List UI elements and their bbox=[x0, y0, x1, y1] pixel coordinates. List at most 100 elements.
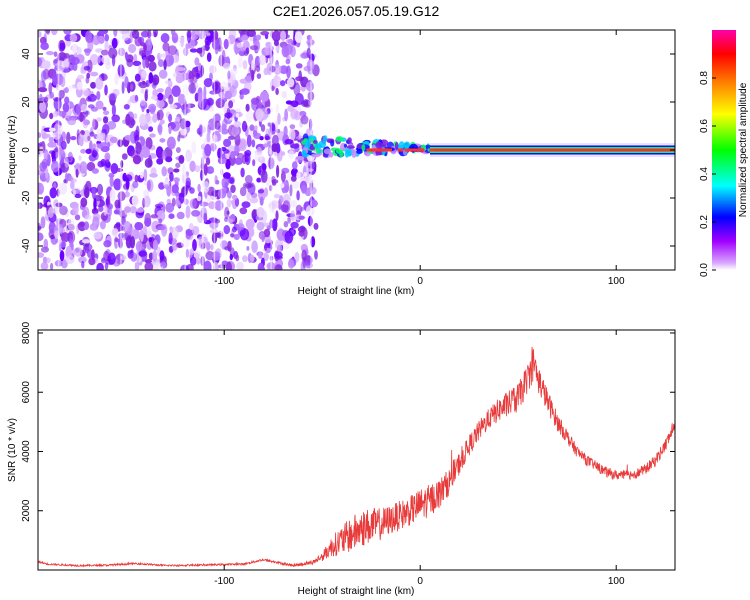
heatmap-cell bbox=[130, 252, 138, 262]
heatmap-cell bbox=[290, 108, 299, 120]
snr-x-ticks: -100 0 100 bbox=[214, 330, 625, 587]
heatmap-cell bbox=[134, 222, 144, 231]
heatmap-cell bbox=[136, 207, 144, 213]
heatmap-cell bbox=[291, 180, 300, 189]
heatmap-cell bbox=[152, 113, 158, 123]
heatmap-cell bbox=[43, 238, 49, 250]
heatmap-x-tick-label: 100 bbox=[608, 276, 625, 287]
heatmap-cell bbox=[265, 41, 272, 48]
heatmap-cell bbox=[167, 45, 177, 56]
heatmap-y-tick-label: -40 bbox=[21, 238, 32, 253]
heatmap-cell bbox=[240, 88, 250, 95]
heatmap-cell bbox=[234, 157, 244, 165]
heatmap-cell bbox=[277, 244, 283, 254]
heatmap-cell bbox=[139, 113, 147, 127]
heatmap-cell bbox=[99, 142, 108, 147]
heatmap-cell bbox=[189, 74, 198, 84]
heatmap-cell bbox=[279, 65, 289, 75]
heatmap-cell bbox=[121, 153, 128, 160]
heatmap-cell bbox=[57, 110, 67, 117]
heatmap-cell bbox=[280, 170, 286, 183]
heatmap-cell bbox=[108, 47, 118, 59]
heatmap-cell bbox=[227, 190, 232, 199]
heatmap-cell bbox=[143, 195, 151, 208]
heatmap-cell bbox=[38, 232, 44, 242]
heatmap-cell bbox=[251, 59, 255, 72]
heatmap-cell bbox=[189, 48, 198, 53]
heatmap-cell bbox=[166, 136, 176, 150]
heatmap-cell bbox=[284, 230, 294, 244]
heatmap-cell bbox=[272, 75, 282, 88]
heatmap-cell bbox=[157, 59, 164, 68]
heatmap-cell bbox=[242, 182, 252, 189]
heatmap-cell bbox=[292, 161, 298, 170]
heatmap-signal-trace bbox=[299, 133, 675, 159]
heatmap-cell bbox=[160, 261, 167, 269]
heatmap-cell bbox=[124, 51, 128, 60]
heatmap-cell bbox=[260, 124, 266, 132]
heatmap-cell bbox=[259, 232, 265, 240]
heatmap-cell bbox=[114, 72, 119, 85]
heatmap-cell bbox=[272, 181, 277, 186]
heatmap-cell bbox=[289, 184, 293, 197]
heatmap-cell bbox=[51, 160, 60, 173]
heatmap-cell bbox=[236, 261, 244, 270]
heatmap-cell bbox=[76, 46, 82, 55]
heatmap-cell bbox=[171, 121, 180, 132]
heatmap-cell bbox=[237, 56, 243, 69]
heatmap-cell bbox=[78, 222, 86, 227]
heatmap-cell bbox=[252, 129, 258, 137]
colorbar-tick-label: 0.2 bbox=[699, 215, 710, 229]
heatmap-cell bbox=[151, 74, 160, 86]
heatmap-cell bbox=[280, 30, 287, 41]
heatmap-cell bbox=[188, 82, 197, 94]
heatmap-cell bbox=[83, 221, 90, 231]
heatmap-cell bbox=[234, 145, 240, 156]
heatmap-cell bbox=[153, 262, 162, 268]
snr-y-tick-label: 6000 bbox=[21, 381, 32, 404]
heatmap-cell bbox=[281, 167, 290, 174]
heatmap-cell bbox=[138, 250, 147, 257]
heatmap-cell bbox=[130, 83, 134, 91]
heatmap-cell bbox=[156, 99, 165, 109]
signal-core-fragment bbox=[429, 148, 435, 152]
heatmap-cell bbox=[92, 212, 101, 222]
heatmap-cell bbox=[78, 155, 82, 161]
heatmap-cell bbox=[103, 110, 110, 116]
snr-x-axis-label: Height of straight line (km) bbox=[298, 586, 415, 597]
heatmap-cell bbox=[287, 259, 295, 269]
heatmap-cell bbox=[251, 240, 258, 253]
heatmap-cell bbox=[72, 189, 77, 196]
heatmap-cell bbox=[99, 30, 108, 35]
heatmap-cell bbox=[276, 164, 280, 178]
heatmap-cell bbox=[290, 175, 297, 182]
heatmap-cell bbox=[230, 184, 236, 194]
heatmap-signal-cell bbox=[398, 141, 405, 150]
heatmap-cell bbox=[213, 113, 221, 123]
heatmap-cell bbox=[38, 202, 41, 210]
heatmap-cell bbox=[159, 119, 165, 125]
heatmap-cell bbox=[272, 218, 278, 232]
heatmap-cell bbox=[249, 197, 259, 204]
heatmap-cell bbox=[191, 225, 200, 236]
heatmap-cell bbox=[184, 43, 192, 49]
heatmap-cell bbox=[87, 93, 97, 102]
heatmap-cell bbox=[241, 201, 251, 209]
heatmap-cell bbox=[98, 205, 104, 212]
colorbar-tick-label: 0.8 bbox=[699, 71, 710, 85]
heatmap-cell bbox=[258, 251, 263, 259]
heatmap-cell bbox=[192, 239, 197, 252]
heatmap-cell bbox=[91, 168, 99, 174]
heatmap-cell bbox=[145, 137, 153, 150]
heatmap-cell bbox=[293, 82, 301, 96]
heatmap-cell bbox=[151, 95, 158, 100]
heatmap-cell bbox=[60, 232, 70, 243]
heatmap-cell bbox=[269, 200, 280, 209]
heatmap-cell bbox=[191, 141, 197, 154]
heatmap-cell bbox=[147, 36, 152, 46]
heatmap-cell bbox=[175, 147, 181, 153]
heatmap-cell bbox=[125, 236, 132, 249]
heatmap-cell bbox=[38, 30, 42, 38]
heatmap-y-tick-label: 40 bbox=[21, 48, 32, 60]
heatmap-cell bbox=[76, 81, 83, 91]
